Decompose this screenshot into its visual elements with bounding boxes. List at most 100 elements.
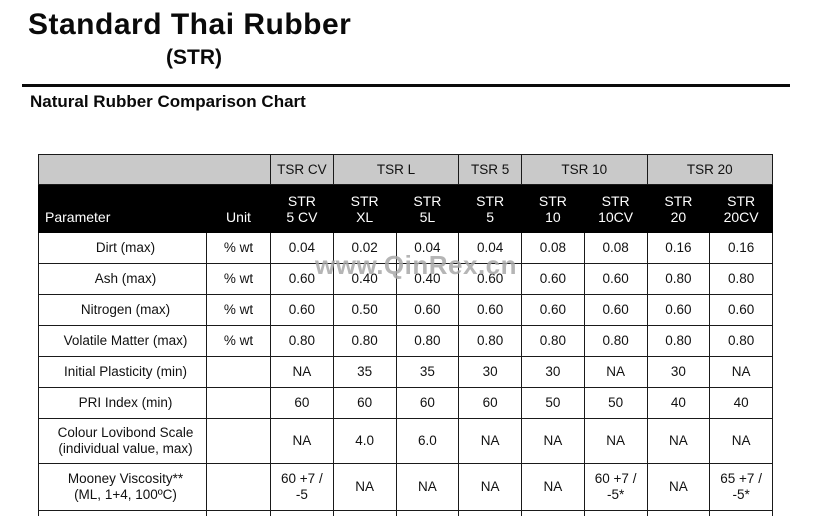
value-cell: NA xyxy=(458,418,522,464)
value-cell: NA xyxy=(521,418,585,464)
value-cell: 0.80 xyxy=(646,263,711,295)
group-header-tsr-l: TSR L xyxy=(332,154,460,185)
value-cell: 0.40 xyxy=(332,263,397,295)
value-cell: NA xyxy=(332,463,397,511)
comparison-table: TSR CV TSR L TSR 5 TSR 10 TSR 20 Paramet… xyxy=(38,154,773,516)
value-cell: 60 xyxy=(395,387,460,419)
value-cell: NA xyxy=(709,418,773,464)
horizontal-rule xyxy=(22,84,790,87)
value-cell: 0.80 xyxy=(646,325,711,357)
value-cell: 65 +7 / -5* xyxy=(709,463,773,511)
title-block: Standard Thai Rubber (STR) xyxy=(28,8,360,70)
unit-cell xyxy=(206,356,271,388)
table-row-cropped-stub xyxy=(38,510,773,516)
table-row-colour-lovibond: Colour Lovibond Scale (individual value,… xyxy=(38,418,773,464)
value-cell: 0.80 xyxy=(709,263,773,295)
value-cell: NA xyxy=(270,356,334,388)
value-cell: 0.80 xyxy=(332,325,397,357)
value-cell: 0.04 xyxy=(270,232,334,264)
unit-cell xyxy=(206,387,271,419)
value-cell: 0.04 xyxy=(458,232,522,264)
table-row-ash: Ash (max) % wt 0.60 0.40 0.40 0.60 0.60 … xyxy=(38,263,773,295)
table-row-pri-index: PRI Index (min) 60 60 60 60 50 50 40 40 xyxy=(38,387,773,419)
value-cell: 0.60 xyxy=(458,263,522,295)
unit-cell: % wt xyxy=(206,232,271,264)
value-cell: 0.60 xyxy=(646,294,711,326)
page-title: Standard Thai Rubber xyxy=(28,8,352,41)
value-cell: 60 +7 / -5* xyxy=(583,463,648,511)
value-cell: 30 xyxy=(646,356,711,388)
value-cell: 0.80 xyxy=(709,325,773,357)
param-cell: Mooney Viscosity** (ML, 1+4, 100ºC) xyxy=(38,463,207,511)
column-header-str-5: STR 5 xyxy=(458,184,522,233)
group-header-tsr-10: TSR 10 xyxy=(521,154,648,185)
group-header-tsr-5: TSR 5 xyxy=(458,154,522,185)
value-cell: 0.60 xyxy=(270,294,334,326)
value-cell: NA xyxy=(270,418,334,464)
value-cell: 0.80 xyxy=(521,325,585,357)
value-cell: 60 xyxy=(270,387,334,419)
table-row-dirt: Dirt (max) % wt 0.04 0.02 0.04 0.04 0.08… xyxy=(38,232,773,264)
value-cell: 0.80 xyxy=(583,325,648,357)
page-subtitle: (STR) xyxy=(166,46,222,69)
value-cell: 0.40 xyxy=(395,263,460,295)
value-cell: 0.60 xyxy=(270,263,334,295)
value-cell: 0.60 xyxy=(709,294,773,326)
column-header-str-5cv: STR 5 CV xyxy=(270,184,334,233)
unit-cell xyxy=(206,418,271,464)
group-header-empty xyxy=(38,154,271,185)
value-cell: 0.60 xyxy=(583,294,648,326)
column-header-unit: Unit xyxy=(206,184,271,233)
value-cell: 35 xyxy=(395,356,460,388)
column-header-str-20: STR 20 xyxy=(646,184,711,233)
table-column-header-row: Parameter Unit STR 5 CV STR XL STR 5L ST… xyxy=(38,184,773,233)
table-row-nitrogen: Nitrogen (max) % wt 0.60 0.50 0.60 0.60 … xyxy=(38,294,773,326)
value-cell: 0.02 xyxy=(332,232,397,264)
table-row-initial-plasticity: Initial Plasticity (min) NA 35 35 30 30 … xyxy=(38,356,773,388)
unit-cell xyxy=(206,463,271,511)
value-cell: 0.80 xyxy=(458,325,522,357)
value-cell: 30 xyxy=(521,356,585,388)
value-cell: 0.80 xyxy=(270,325,334,357)
value-cell: 40 xyxy=(709,387,773,419)
value-cell: NA xyxy=(646,418,711,464)
column-header-str-10cv: STR 10CV xyxy=(583,184,648,233)
unit-cell: % wt xyxy=(206,263,271,295)
param-cell: Nitrogen (max) xyxy=(38,294,207,326)
value-cell: 30 xyxy=(458,356,522,388)
value-cell: 6.0 xyxy=(395,418,460,464)
table-row-volatile-matter: Volatile Matter (max) % wt 0.80 0.80 0.8… xyxy=(38,325,773,357)
value-cell: 0.04 xyxy=(395,232,460,264)
section-heading: Natural Rubber Comparison Chart xyxy=(30,92,306,111)
value-cell: 50 xyxy=(583,387,648,419)
value-cell: 0.80 xyxy=(395,325,460,357)
column-header-str-xl: STR XL xyxy=(332,184,397,233)
value-cell: 40 xyxy=(646,387,711,419)
value-cell: 0.16 xyxy=(646,232,711,264)
value-cell: 60 xyxy=(332,387,397,419)
unit-cell: % wt xyxy=(206,325,271,357)
table-group-header-row: TSR CV TSR L TSR 5 TSR 10 TSR 20 xyxy=(38,154,773,185)
value-cell: 0.60 xyxy=(395,294,460,326)
value-cell: NA xyxy=(583,418,648,464)
value-cell: NA xyxy=(395,463,460,511)
unit-cell: % wt xyxy=(206,294,271,326)
table-row-mooney-viscosity: Mooney Viscosity** (ML, 1+4, 100ºC) 60 +… xyxy=(38,463,773,511)
param-cell: PRI Index (min) xyxy=(38,387,207,419)
column-header-parameter: Parameter xyxy=(38,184,207,233)
group-header-tsr-20: TSR 20 xyxy=(646,154,773,185)
column-header-str-10: STR 10 xyxy=(521,184,585,233)
value-cell: 4.0 xyxy=(332,418,397,464)
value-cell: 0.50 xyxy=(332,294,397,326)
value-cell: 60 xyxy=(458,387,522,419)
value-cell: NA xyxy=(646,463,711,511)
value-cell: 0.60 xyxy=(583,263,648,295)
value-cell: NA xyxy=(583,356,648,388)
param-cell: Initial Plasticity (min) xyxy=(38,356,207,388)
value-cell: 0.16 xyxy=(709,232,773,264)
value-cell: 0.60 xyxy=(521,294,585,326)
value-cell: 60 +7 / -5 xyxy=(270,463,334,511)
param-cell: Volatile Matter (max) xyxy=(38,325,207,357)
value-cell: 0.60 xyxy=(521,263,585,295)
